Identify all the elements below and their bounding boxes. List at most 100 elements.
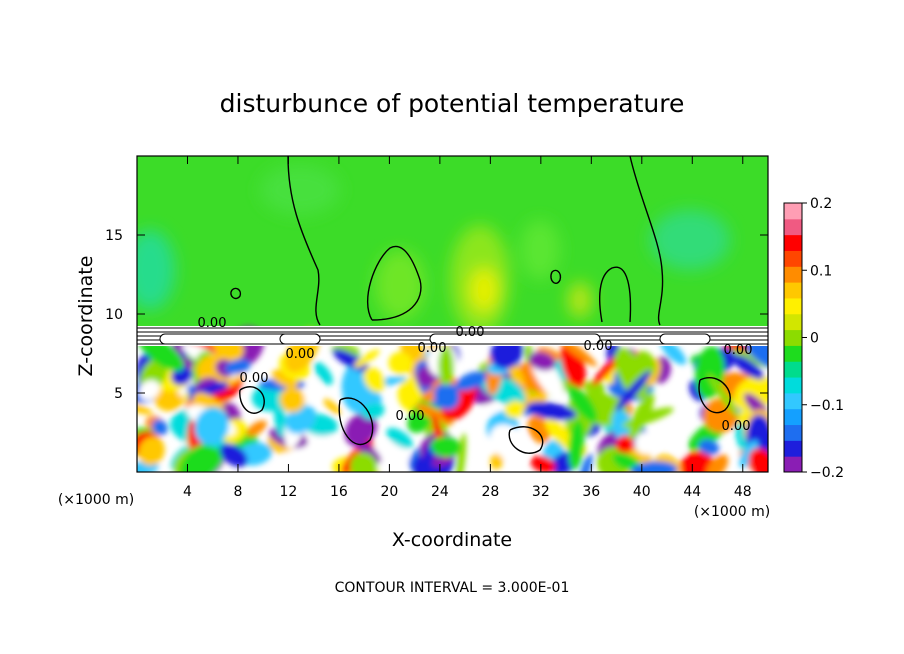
field-cell: [578, 453, 593, 472]
contour-lines: [230, 156, 731, 454]
colorbar-swatch: [784, 392, 802, 410]
contour-label: 0.00: [722, 419, 751, 434]
x-axis: 4 8 12 16 20 24 28 32 36 40 44 48: [183, 156, 752, 500]
field-cell: [528, 351, 556, 371]
field-cell: [615, 370, 651, 412]
colorbar-swatch: [784, 440, 802, 457]
colorbar-swatch: [784, 313, 802, 331]
field-cell: [739, 440, 759, 468]
y-tick-label: 15: [105, 228, 123, 244]
field-cell: [567, 385, 598, 423]
field-cell: [732, 355, 764, 380]
x-unit-label-left: (×1000 m): [58, 492, 134, 508]
field-cell: [152, 419, 168, 436]
field-cell: [707, 373, 740, 418]
field-cell: [138, 380, 160, 401]
colorbar-swatch: [784, 282, 802, 299]
field-cell: [430, 436, 461, 458]
x-tick-label: 40: [633, 484, 651, 500]
field-cell: [438, 345, 454, 386]
field-cell: [363, 367, 385, 393]
field-cell: [314, 361, 333, 385]
field-cell: [246, 420, 267, 437]
x-tick-label: 44: [683, 484, 701, 500]
field-cell: [388, 351, 413, 375]
colorbar-swatch: [784, 408, 802, 426]
inversion-capsule: [659, 333, 711, 345]
x-tick-label: 48: [734, 484, 752, 500]
field-cell: [480, 403, 501, 414]
field-cell: [706, 454, 729, 472]
field-cell: [526, 401, 577, 421]
x-tick-label: 28: [481, 484, 499, 500]
field-cell: [733, 375, 768, 412]
chart-title: disturbunce of potential temperature: [220, 89, 685, 118]
field-cell: [583, 380, 606, 395]
colorbar-tick-label: 0.2: [810, 196, 832, 212]
field-cell: [415, 403, 454, 426]
field-cell: [698, 439, 720, 456]
field-cell: [628, 392, 655, 440]
contour-label: 0.00: [724, 343, 753, 358]
colorbar-tick-label: 0.1: [810, 263, 832, 279]
colorbar-swatch: [784, 234, 802, 251]
field-cell: [354, 349, 380, 368]
field-cell: [504, 400, 525, 419]
colorbar-swatch: [784, 297, 802, 315]
contour-label: 0.00: [240, 371, 269, 386]
field-cell: [433, 382, 460, 410]
lower-field-blobs: [137, 326, 768, 472]
inversion-layer: [137, 326, 768, 346]
colorbar-swatch: [784, 456, 802, 473]
x-tick-label: 36: [582, 484, 600, 500]
field-cell: [344, 412, 378, 447]
field-cell: [455, 371, 487, 391]
field-cell: [274, 398, 286, 438]
x-unit-label-right: (×1000 m): [694, 504, 770, 520]
field-cell: [224, 358, 251, 375]
contour-label: 0.00: [396, 409, 425, 424]
contour-label: 0.00: [584, 339, 613, 354]
field-cell: [490, 453, 504, 470]
colorbar-tick-label: −0.1: [810, 398, 844, 414]
field-cell: [323, 398, 341, 415]
x-tick-label: 12: [280, 484, 298, 500]
field-cell: [194, 407, 229, 446]
field-cell: [634, 432, 658, 455]
upper-field-anomalies: [137, 165, 730, 335]
colorbar-swatch: [784, 424, 802, 441]
field-cell: [219, 443, 248, 468]
colorbar-tick-label: 0: [810, 331, 819, 347]
field-cell: [679, 450, 714, 472]
x-tick-label: 4: [183, 484, 192, 500]
inversion-capsule: [279, 333, 321, 345]
field-cell: [591, 353, 622, 386]
contour-label: 0.00: [198, 316, 227, 331]
field-cell: [615, 435, 635, 454]
x-tick-label: 8: [233, 484, 242, 500]
colorbar-swatch: [784, 250, 802, 267]
field-cell: [349, 452, 378, 472]
inversion-capsule: [429, 333, 601, 345]
colorbar-tick-label: −0.2: [810, 465, 844, 481]
y-axis-title: Z-coordinate: [75, 256, 97, 377]
field-cell: [527, 414, 551, 444]
field-cell: [673, 440, 686, 456]
x-tick-label: 24: [431, 484, 449, 500]
contour-label: 0.00: [456, 325, 485, 340]
x-tick-label: 32: [532, 484, 550, 500]
field-cell: [361, 403, 385, 420]
field-cell: [530, 455, 556, 472]
colorbar-swatch: [784, 345, 802, 362]
colorbar-swatch: [784, 203, 802, 220]
colorbar-swatch: [784, 377, 802, 394]
colorbar-swatch: [784, 218, 802, 236]
field-cell: [568, 419, 585, 471]
field-cell: [490, 424, 528, 462]
contour-interval-note: CONTOUR INTERVAL = 3.000E-01: [335, 580, 570, 596]
field-cell: [420, 443, 434, 472]
x-tick-label: 16: [330, 484, 348, 500]
field-cell: [179, 442, 224, 472]
field-cell: [138, 436, 165, 466]
